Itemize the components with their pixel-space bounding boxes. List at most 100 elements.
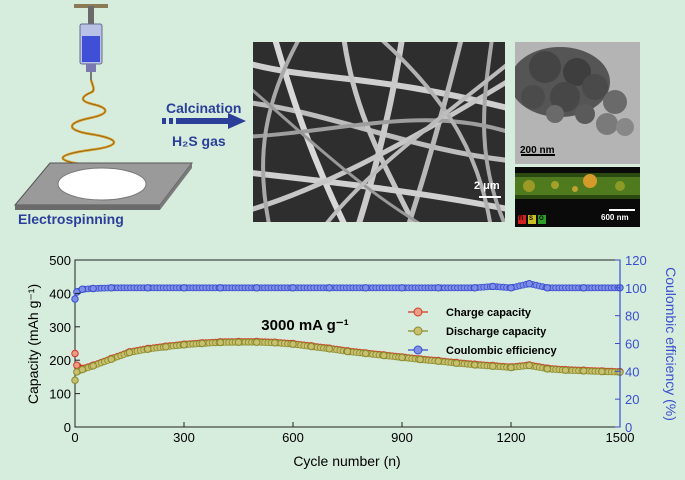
data-point-key	[180, 284, 188, 292]
legend-marker	[413, 326, 423, 336]
electrospinning-label: Electrospinning	[18, 211, 124, 227]
data-point-key	[180, 341, 188, 349]
arrow-head	[228, 113, 246, 129]
data-point-key	[144, 345, 152, 353]
x-tick-label: 1200	[497, 430, 526, 445]
data-point-key	[271, 339, 279, 347]
y2-tick-label: 20	[625, 392, 639, 407]
collector-plate-side	[160, 163, 192, 210]
y2-tick-label: 120	[625, 253, 647, 268]
data-point-key	[507, 363, 515, 372]
series-layer	[71, 280, 624, 384]
tem-scale-label: 200 nm	[520, 145, 555, 156]
eds-scale-label: 600 nm	[601, 213, 629, 222]
eds-map-image	[515, 167, 640, 227]
data-point-key	[71, 349, 79, 358]
y2-tick-label: 80	[625, 309, 639, 324]
data-point-key	[71, 376, 79, 384]
data-point-key	[580, 367, 588, 375]
data-point-key	[71, 295, 79, 303]
collector-mat	[57, 167, 147, 201]
data-point-key	[253, 284, 261, 292]
x-tick-label: 1500	[606, 430, 635, 445]
legend-marker	[413, 307, 423, 317]
data-point-key	[216, 284, 225, 292]
legend-marker	[413, 345, 423, 355]
data-point-key	[289, 284, 297, 292]
data-point-key	[89, 284, 97, 293]
x-axis-title: Cycle number (n)	[293, 453, 400, 469]
data-point-key	[489, 362, 497, 370]
cycling-chart: 0 300 600 900 1200 15000100200300400500020406…	[25, 253, 679, 469]
data-point-key	[325, 284, 333, 292]
data-point-key	[452, 359, 461, 367]
x-tick-label: 600	[282, 430, 304, 445]
arrow-shaft	[176, 118, 230, 124]
sem-image	[253, 42, 505, 222]
data-point-key	[325, 345, 333, 353]
data-point-key	[307, 342, 315, 351]
eds-legend-o: O	[539, 216, 544, 222]
data-point-key	[89, 362, 97, 370]
data-point-key	[107, 284, 116, 292]
data-point-key	[416, 355, 424, 364]
x-tick-label: 300	[173, 430, 195, 445]
data-point-key	[343, 347, 352, 356]
eds-legend-s: S	[529, 216, 534, 222]
data-point-key	[78, 365, 87, 374]
data-point-key	[125, 348, 134, 357]
y2-tick-label: 0	[625, 420, 632, 435]
data-point-key	[598, 367, 606, 376]
data-point-key	[107, 355, 116, 363]
data-point-key	[525, 280, 533, 288]
y-tick-label: 400	[49, 286, 71, 301]
legend-label: Charge capacity	[446, 307, 532, 319]
legend-label: Discharge capacity	[446, 326, 547, 338]
syringe-solution	[82, 36, 100, 62]
sem-scale-label: 2 μm	[474, 180, 500, 192]
legend-label: Coulombic efficiency	[446, 345, 558, 357]
calcination-label: Calcination	[166, 100, 242, 116]
data-point-key	[398, 284, 406, 292]
y-tick-label: 0	[64, 420, 71, 435]
eds-fiber	[515, 173, 640, 199]
data-point-key	[471, 361, 479, 369]
collector-plate-edge	[15, 205, 160, 210]
data-point-key	[216, 338, 225, 347]
data-point-key	[543, 365, 551, 373]
x-tick-label: 0	[71, 430, 78, 445]
data-point-key	[489, 282, 497, 291]
h2s-gas-label: H₂S gas	[172, 133, 226, 149]
data-point-key	[362, 284, 370, 292]
data-point-key	[234, 338, 243, 346]
y2-tick-label: 60	[625, 337, 639, 352]
tem-image	[515, 42, 640, 164]
data-point-key	[525, 361, 533, 370]
series-discharge-capacity	[71, 338, 624, 384]
data-point-key	[289, 340, 297, 348]
data-point-key	[561, 366, 570, 374]
data-point-key	[380, 351, 388, 360]
y-tick-label: 500	[49, 253, 71, 268]
data-point-key	[580, 284, 588, 292]
data-point-key	[398, 353, 406, 362]
data-point-key	[362, 349, 370, 358]
data-point-key	[507, 284, 515, 292]
x-tick-label: 900	[391, 430, 413, 445]
arrow-dash-1	[162, 118, 166, 124]
data-point-key	[543, 284, 551, 292]
y2-tick-label: 40	[625, 364, 639, 379]
eds-legend-ti-swatch	[518, 215, 526, 224]
data-point-key	[434, 284, 442, 292]
axis-layer: 0 300 600 900 1200 15000100200300400500020406…	[49, 253, 646, 445]
eds-legend-o-swatch	[538, 215, 546, 224]
data-point-key	[162, 343, 170, 351]
y2-axis-title: Coulombic efficiency (%)	[663, 267, 679, 421]
data-point-key	[253, 338, 261, 346]
y-axis-title: Capacity (mAh g⁻¹)	[25, 284, 41, 404]
legend: Charge capacity Discharge capacity Coulomb…	[408, 307, 558, 357]
y-tick-label: 200	[49, 353, 71, 368]
data-point-key	[198, 339, 206, 348]
y2-tick-label: 100	[625, 281, 647, 296]
syringe-plunger-rod	[88, 6, 94, 26]
